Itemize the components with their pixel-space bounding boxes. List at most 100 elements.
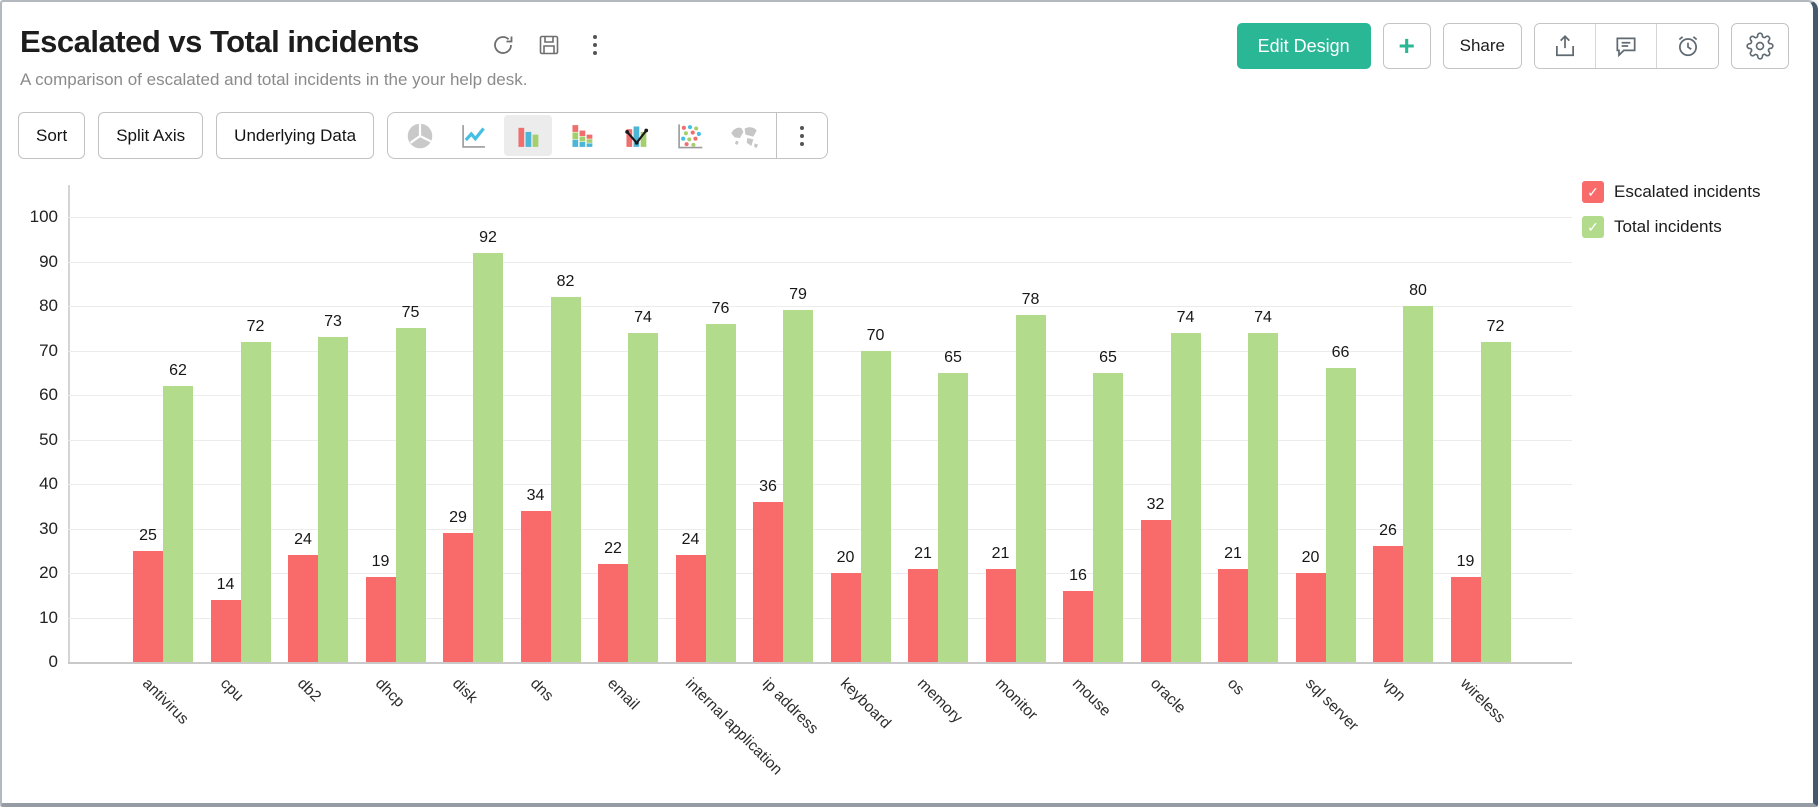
chart-region: ✓ Escalated incidents ✓ Total incidents …	[2, 167, 1813, 803]
bar-total[interactable]	[860, 350, 891, 662]
bar-escalated[interactable]	[443, 532, 473, 662]
sort-button[interactable]: Sort	[18, 112, 86, 159]
bar-escalated[interactable]	[753, 501, 783, 662]
bar-value-label: 66	[1331, 344, 1350, 362]
legend-checkbox-escalated[interactable]: ✓	[1582, 181, 1604, 203]
refresh-icon[interactable]	[488, 30, 518, 60]
gridline	[68, 306, 1572, 307]
bar-escalated[interactable]	[1373, 546, 1403, 662]
y-axis-tick-label: 10	[39, 607, 58, 627]
chart-legend: ✓ Escalated incidents ✓ Total incidents	[1582, 181, 1760, 251]
x-axis-category-label: email	[603, 675, 643, 714]
bar-escalated[interactable]	[365, 577, 396, 662]
chart-toolbar: Sort Split Axis Underlying Data	[18, 112, 829, 159]
bar-chart-icon[interactable]	[504, 115, 553, 156]
bar-escalated[interactable]	[520, 510, 551, 662]
bar-total[interactable]	[550, 297, 581, 662]
bar-value-label: 72	[1486, 317, 1505, 335]
legend-checkbox-total[interactable]: ✓	[1582, 216, 1604, 238]
bar-escalated[interactable]	[1063, 590, 1093, 662]
x-axis-category-label: db2	[293, 675, 325, 706]
x-axis-category-label: sql server	[1301, 675, 1362, 735]
chart-type-selector	[387, 112, 829, 159]
x-axis-category-label: dns	[526, 675, 557, 705]
bar-value-label: 75	[401, 304, 420, 322]
bar-value-label: 20	[1301, 549, 1320, 566]
bar-escalated[interactable]	[830, 573, 861, 662]
bar-total[interactable]	[1403, 306, 1433, 662]
header-actions: Edit Design + Share	[1236, 23, 1789, 69]
bar-total[interactable]	[473, 252, 503, 662]
bar-value-label: 20	[836, 549, 855, 566]
x-axis-category-label: cpu	[216, 675, 247, 705]
bar-escalated[interactable]	[133, 550, 163, 662]
bar-escalated[interactable]	[985, 568, 1016, 662]
bar-value-label: 21	[914, 544, 932, 562]
bar-value-label: 19	[371, 553, 390, 571]
gridline	[68, 617, 1572, 619]
bar-total[interactable]	[938, 372, 968, 662]
header: Escalated vs Total incidents A compariso…	[2, 2, 1813, 102]
gridline	[68, 573, 1572, 574]
legend-label: Total incidents	[1614, 217, 1722, 236]
stacked-bar-chart-icon[interactable]	[558, 115, 606, 156]
combo-chart-icon[interactable]	[612, 115, 660, 156]
bar-total[interactable]	[395, 328, 426, 662]
pie-chart-icon[interactable]	[396, 115, 444, 156]
bar-total[interactable]	[163, 386, 193, 662]
bar-total[interactable]	[1170, 332, 1201, 662]
split-axis-button[interactable]: Split Axis	[98, 112, 204, 159]
bar-escalated[interactable]	[908, 568, 938, 662]
bar-value-label: 24	[681, 531, 700, 549]
export-icon[interactable]	[1535, 24, 1596, 68]
gridline	[68, 528, 1572, 530]
gridline	[68, 350, 1572, 352]
bar-escalated[interactable]	[675, 555, 706, 662]
edit-design-button[interactable]: Edit Design	[1236, 23, 1371, 69]
bar-total[interactable]	[1325, 368, 1356, 662]
bar-escalated[interactable]	[598, 564, 628, 662]
add-button[interactable]: +	[1382, 23, 1431, 69]
bar-total[interactable]	[1248, 332, 1278, 662]
share-button[interactable]: Share	[1442, 23, 1522, 69]
bar-total[interactable]	[1480, 341, 1511, 662]
bar-escalated[interactable]	[1218, 568, 1248, 662]
underlying-data-button[interactable]: Underlying Data	[216, 112, 375, 159]
more-chart-types-icon[interactable]	[785, 115, 819, 156]
bar-value-label: 74	[1176, 308, 1195, 326]
bar-value-label: 21	[1224, 544, 1242, 562]
bar-total[interactable]	[1015, 314, 1046, 662]
settings-icon[interactable]	[1731, 23, 1789, 69]
bar-total[interactable]	[240, 341, 271, 662]
map-chart-icon[interactable]	[720, 115, 768, 156]
scatter-chart-icon[interactable]	[666, 115, 714, 156]
legend-item-total[interactable]: ✓ Total incidents	[1582, 216, 1760, 238]
y-axis-tick-label: 70	[39, 340, 58, 360]
alarm-icon[interactable]	[1657, 24, 1718, 68]
x-axis-category-label: oracle	[1146, 675, 1189, 717]
bar-total[interactable]	[705, 323, 736, 662]
y-axis-tick-label: 0	[48, 652, 58, 671]
line-chart-icon[interactable]	[450, 115, 498, 156]
y-axis-tick-label: 30	[39, 518, 58, 538]
save-icon[interactable]	[534, 30, 564, 60]
bar-escalated[interactable]	[210, 599, 241, 662]
bar-escalated[interactable]	[1450, 577, 1481, 662]
x-axis-category-label: disk	[448, 675, 481, 707]
legend-item-escalated[interactable]: ✓ Escalated incidents	[1582, 181, 1760, 203]
bar-escalated[interactable]	[1140, 519, 1171, 662]
bar-value-label: 32	[1146, 495, 1165, 513]
bar-total[interactable]	[783, 310, 813, 662]
bar-total[interactable]	[1093, 372, 1123, 662]
kebab-menu-icon[interactable]	[580, 30, 610, 60]
y-axis-tick-label: 80	[39, 296, 58, 315]
gridline	[68, 439, 1572, 441]
bar-escalated[interactable]	[1295, 573, 1326, 662]
gridline	[68, 261, 1572, 263]
bar-total[interactable]	[628, 332, 658, 662]
bar-total[interactable]	[318, 337, 348, 662]
bar-value-label: 65	[1099, 348, 1117, 366]
page-subtitle: A comparison of escalated and total inci…	[20, 70, 528, 89]
bar-escalated[interactable]	[288, 555, 318, 662]
comment-icon[interactable]	[1596, 24, 1657, 68]
